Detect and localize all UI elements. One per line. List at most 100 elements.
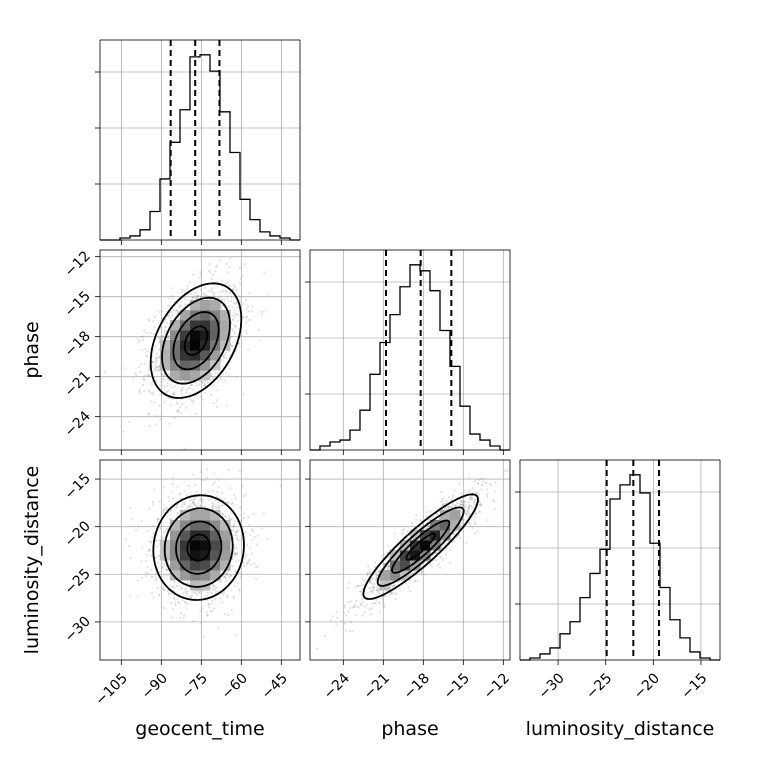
scatter-point	[448, 561, 452, 564]
scatter-point	[475, 492, 479, 495]
scatter-point	[235, 531, 238, 534]
scatter-point	[159, 415, 162, 418]
scatter-point	[361, 577, 364, 580]
scatter-point	[233, 554, 236, 558]
scatter-point	[165, 568, 168, 572]
scatter-point	[150, 554, 153, 558]
scatter-point	[469, 524, 472, 527]
scatter-point	[425, 510, 428, 514]
density-cell	[200, 310, 211, 321]
scatter-point	[217, 505, 221, 508]
scatter-point	[216, 377, 220, 381]
scatter-point	[242, 512, 246, 515]
scatter-point	[164, 325, 167, 328]
scatter-point	[163, 332, 166, 335]
scatter-point	[176, 403, 179, 406]
scatter-point	[128, 595, 132, 598]
scatter-point	[206, 468, 209, 471]
scatter-point	[181, 393, 184, 396]
scatter-point	[177, 317, 181, 320]
scatter-point	[148, 319, 151, 322]
scatter-point	[233, 552, 236, 555]
scatter-point	[462, 522, 465, 525]
scatter-point	[494, 507, 497, 511]
scatter-point	[241, 518, 244, 521]
density-cell	[410, 550, 421, 561]
scatter-point	[183, 503, 186, 506]
scatter-point	[468, 489, 471, 492]
scatter-point	[434, 558, 438, 562]
scatter-point	[146, 355, 149, 358]
scatter-point	[388, 565, 391, 568]
scatter-point	[245, 563, 248, 566]
scatter-point	[468, 498, 471, 502]
scatter-point	[351, 629, 354, 633]
scatter-point	[470, 506, 474, 510]
scatter-point	[176, 410, 179, 413]
scatter-point	[473, 516, 477, 519]
scatter-point	[182, 502, 186, 506]
scatter-point	[232, 525, 235, 528]
scatter-point	[474, 522, 477, 526]
scatter-point	[412, 571, 415, 575]
scatter-point	[203, 384, 206, 387]
scatter-point	[136, 579, 139, 582]
x-tick-label-luminosity_distance: −20	[631, 670, 663, 702]
scatter-point	[469, 496, 472, 499]
scatter-point	[196, 294, 199, 297]
scatter-point	[160, 374, 163, 377]
scatter-point	[188, 397, 191, 400]
scatter-point	[137, 341, 140, 344]
scatter-point	[152, 391, 155, 394]
scatter-point	[173, 416, 176, 419]
scatter-point	[244, 298, 248, 301]
scatter-point	[215, 405, 218, 409]
scatter-point	[155, 539, 158, 542]
scatter-point	[245, 316, 248, 319]
scatter-point	[486, 518, 489, 522]
scatter-point	[199, 471, 202, 474]
scatter-point	[221, 504, 224, 507]
scatter-point	[165, 322, 169, 325]
scatter-point	[458, 503, 462, 507]
scatter-point	[151, 500, 155, 503]
scatter-point	[161, 562, 164, 565]
scatter-point	[161, 606, 164, 609]
y-tick-label-luminosity_distance: −15	[62, 471, 94, 503]
scatter-point	[235, 534, 238, 537]
scatter-point	[235, 306, 239, 309]
scatter-point	[160, 393, 163, 396]
scatter-point	[221, 279, 224, 282]
scatter-point	[170, 602, 173, 605]
scatter-point	[230, 296, 233, 299]
scatter-point	[161, 567, 164, 570]
scatter-point	[147, 412, 150, 415]
contour-line	[149, 282, 243, 399]
histogram-geocent_time	[100, 54, 300, 241]
scatter-point	[152, 320, 155, 323]
scatter-point	[407, 530, 410, 533]
scatter-point	[374, 602, 377, 605]
density-cell	[220, 520, 231, 531]
scatter-point	[174, 603, 177, 607]
scatter-point	[206, 591, 209, 594]
scatter-point	[217, 296, 220, 300]
scatter-point	[256, 565, 259, 568]
scatter-point	[198, 591, 201, 595]
scatter-point	[494, 481, 497, 484]
scatter-point	[247, 305, 250, 308]
scatter-point	[154, 357, 158, 360]
scatter-point	[228, 487, 231, 490]
scatter-point	[375, 588, 378, 591]
scatter-point	[161, 373, 164, 376]
density-cell	[160, 350, 171, 361]
scatter-point	[247, 515, 250, 519]
scatter-point	[150, 382, 153, 385]
scatter-point	[386, 567, 390, 570]
scatter-point	[173, 385, 177, 388]
scatter-point	[179, 390, 183, 393]
scatter-point	[182, 592, 185, 595]
scatter-point	[172, 309, 176, 312]
scatter-point	[157, 365, 160, 368]
scatter-point	[209, 498, 213, 501]
